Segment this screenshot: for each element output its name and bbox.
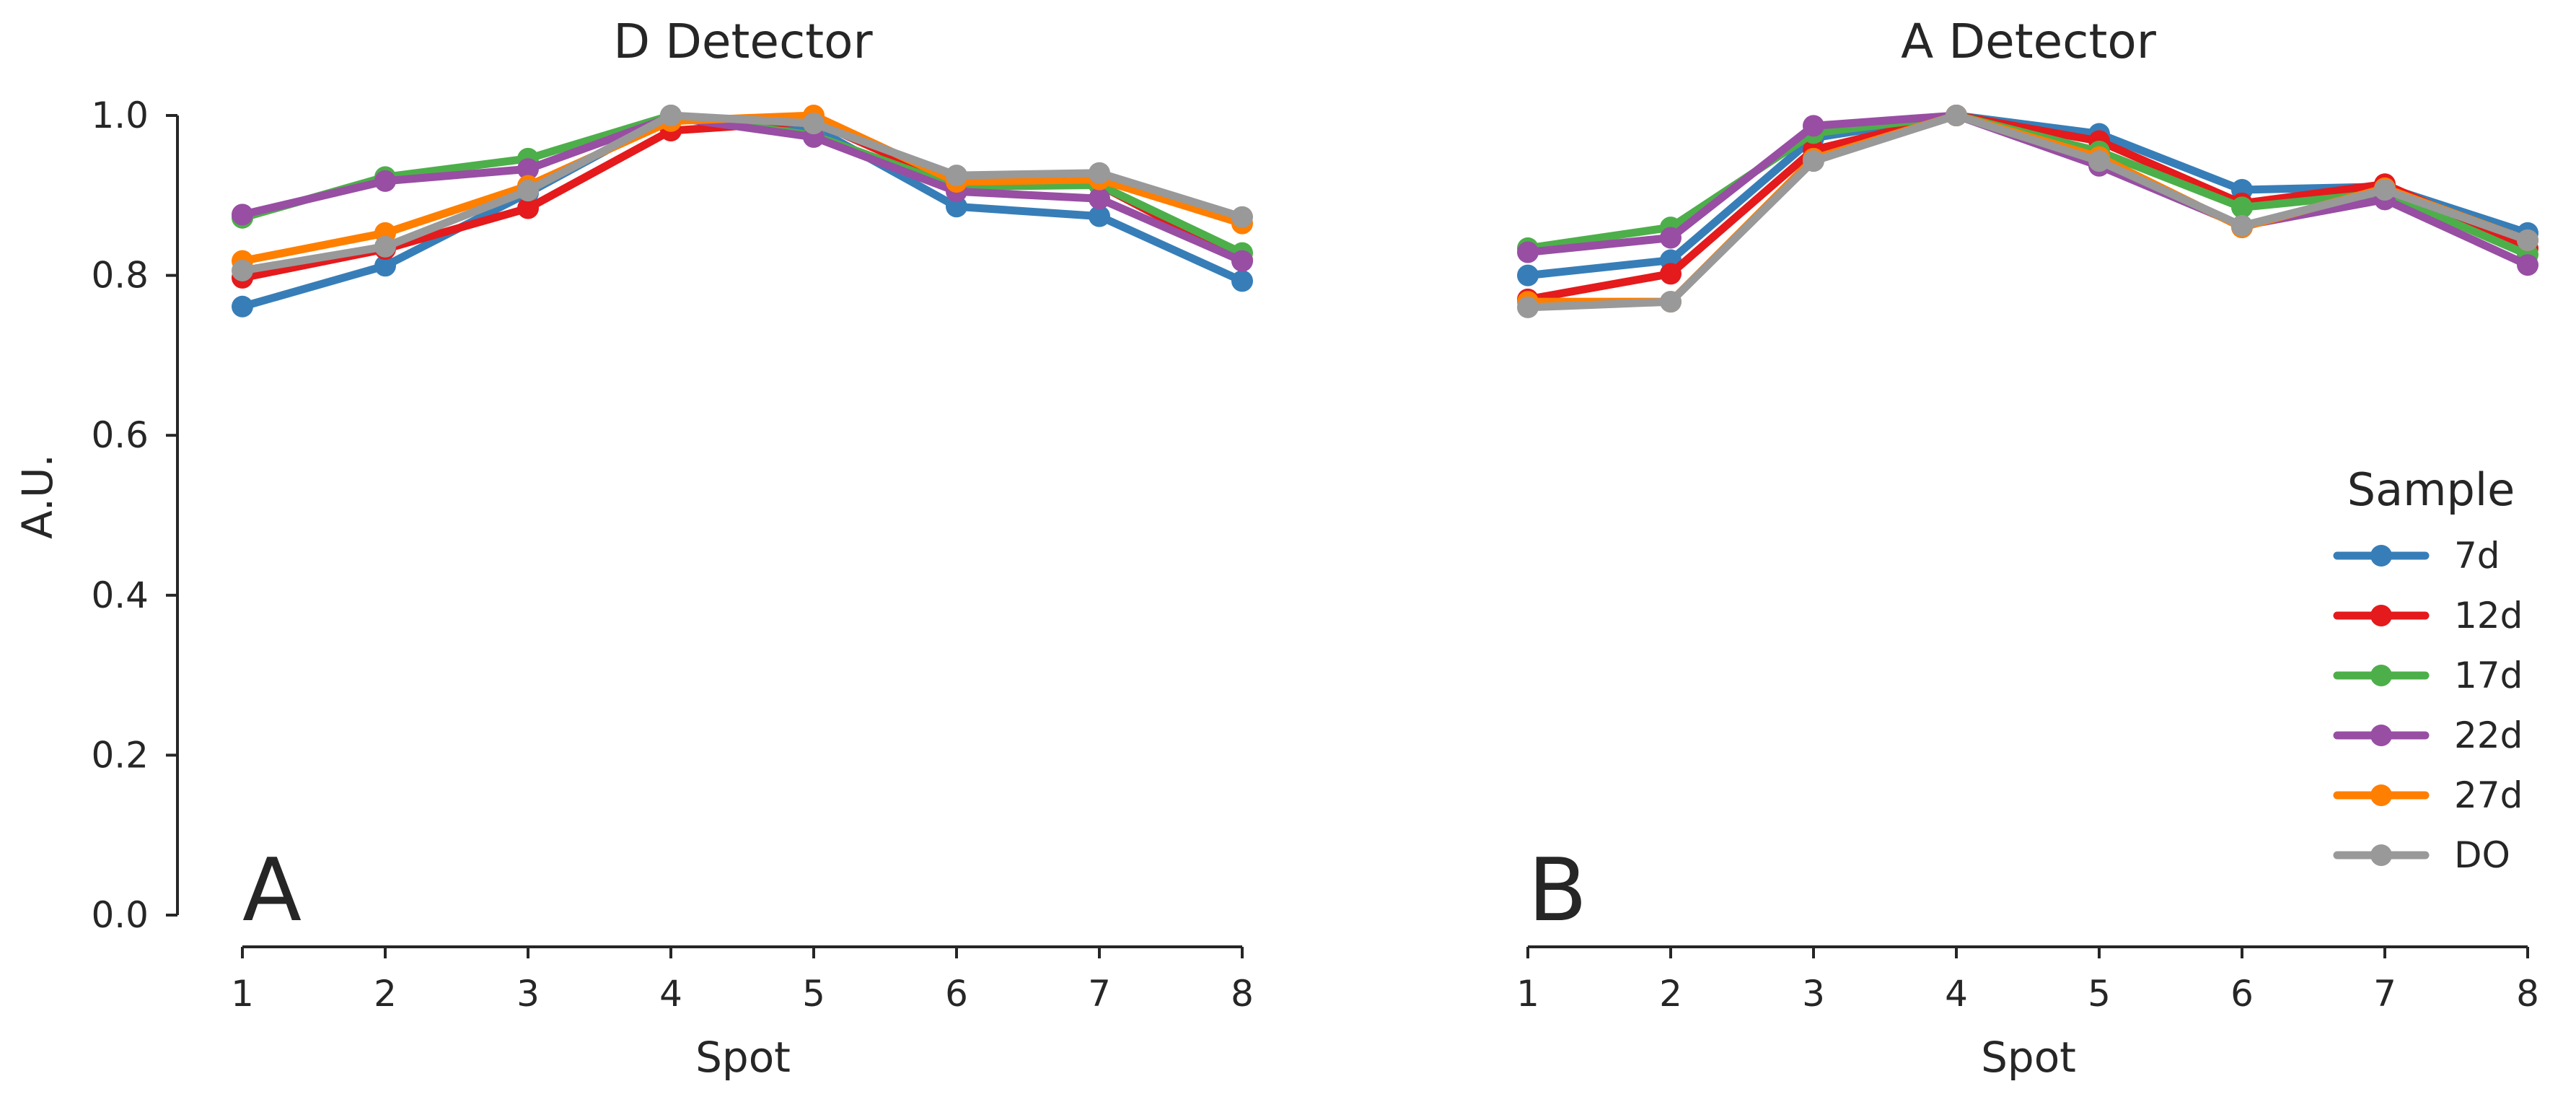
data-point-22d <box>374 170 396 192</box>
legend-item-22d: 22d <box>2333 714 2523 756</box>
x-tick-label: 8 <box>2516 973 2539 1015</box>
data-point-22d <box>1660 227 1682 249</box>
series-line-DO <box>238 111 1247 275</box>
panel-letter: A <box>242 841 302 941</box>
legend-item-DO: DO <box>2333 834 2510 876</box>
x-tick-label: 2 <box>1659 973 1682 1015</box>
y-axis-label: A.U. <box>13 454 62 539</box>
legend-label: 27d <box>2454 774 2523 816</box>
legend-item-27d: 27d <box>2333 774 2523 816</box>
y-tick-label: 0.2 <box>91 734 149 776</box>
y-tick-label: 0.0 <box>91 894 149 936</box>
data-point-7d <box>232 295 253 318</box>
x-tick-label: 6 <box>2230 973 2254 1015</box>
data-point-7d <box>1089 205 1110 227</box>
data-point-22d <box>1803 115 1824 137</box>
data-point-17d <box>2231 196 2253 219</box>
series-7d <box>232 105 1253 318</box>
axis-ticks: 1 2 3 4 5 6 7 8 <box>1516 947 2539 1015</box>
legend-swatch-marker <box>2370 605 2392 626</box>
legend-swatch-marker <box>2370 545 2392 567</box>
data-point-22d <box>1231 250 1253 272</box>
legend-label: DO <box>2454 834 2510 876</box>
legend: Sample 7d 12d 17d 22d 27d DO <box>2333 463 2523 876</box>
data-point-DO <box>1517 296 1539 318</box>
x-tick-label: 8 <box>1231 973 1254 1015</box>
data-point-DO <box>803 113 825 135</box>
x-tick-label: 3 <box>516 973 540 1015</box>
x-tick-label: 4 <box>1945 973 1968 1015</box>
legend-label: 12d <box>2454 595 2523 637</box>
legend-label: 22d <box>2454 714 2523 756</box>
x-tick-label: 2 <box>374 973 397 1015</box>
data-point-DO <box>232 259 253 281</box>
y-tick-label: 0.6 <box>91 414 149 456</box>
x-tick-label: 1 <box>231 973 254 1015</box>
legend-swatch-marker <box>2370 665 2392 686</box>
y-tick-label: 0.4 <box>91 574 149 616</box>
legend-items: 7d 12d 17d 22d 27d DO <box>2333 535 2523 876</box>
series-line-22d <box>238 113 1247 266</box>
data-point-7d <box>1231 270 1253 292</box>
data-point-7d <box>374 255 396 277</box>
panel-letter: B <box>1528 841 1587 941</box>
x-axis-label: Spot <box>1981 1033 2076 1082</box>
data-point-7d <box>946 196 967 218</box>
legend-label: 17d <box>2454 655 2523 696</box>
data-point-DO <box>2231 214 2253 237</box>
x-tick-label: 7 <box>2373 973 2396 1015</box>
data-point-DO <box>1660 291 1682 313</box>
data-point-12d <box>517 197 539 219</box>
y-tick-label: 0.8 <box>91 255 149 297</box>
data-point-22d <box>517 158 539 180</box>
data-point-DO <box>1803 150 1824 172</box>
data-point-DO <box>517 180 539 202</box>
chart-title: D Detector <box>613 14 873 69</box>
x-tick-label: 5 <box>802 973 825 1015</box>
legend-item-12d: 12d <box>2333 595 2523 637</box>
data-point-DO <box>374 235 396 258</box>
legend-item-7d: 7d <box>2333 535 2500 577</box>
legend-label: 7d <box>2454 535 2500 577</box>
panel-a-detector: A Detector Spot B 1 2 3 4 5 6 7 8 <box>1516 14 2539 1082</box>
legend-swatch-marker <box>2370 844 2392 866</box>
data-point-DO <box>660 105 682 126</box>
data-point-7d <box>1517 264 1539 287</box>
series-line-12d <box>1524 111 2532 304</box>
data-point-22d <box>2517 254 2538 276</box>
legend-item-17d: 17d <box>2333 655 2523 696</box>
series-line-DO <box>1524 111 2532 312</box>
series-group <box>232 105 1253 318</box>
x-tick-label: 7 <box>1088 973 1111 1015</box>
series-DO <box>232 105 1253 281</box>
data-point-DO <box>2517 229 2538 251</box>
y-tick-label: 1.0 <box>91 95 149 136</box>
x-tick-label: 6 <box>945 973 968 1015</box>
chart-title: A Detector <box>1901 14 2157 69</box>
legend-swatch-marker <box>2370 725 2392 746</box>
x-tick-label: 4 <box>659 973 682 1015</box>
data-point-22d <box>1517 241 1539 263</box>
x-tick-label: 5 <box>2088 973 2111 1015</box>
data-point-22d <box>1089 188 1110 210</box>
data-point-12d <box>1660 263 1682 285</box>
data-point-DO <box>1946 105 1967 126</box>
axis-ticks: 1 2 3 4 5 6 7 8 0.0 0.2 0.4 0.6 0.8 1.0 <box>91 95 1253 1015</box>
data-point-DO <box>1231 206 1253 228</box>
legend-swatch-marker <box>2370 784 2392 806</box>
series-DO <box>1517 105 2538 318</box>
x-tick-label: 1 <box>1516 973 1539 1015</box>
data-point-22d <box>232 204 253 226</box>
x-axis-label: Spot <box>695 1033 791 1082</box>
data-point-DO <box>2374 179 2396 201</box>
x-tick-label: 3 <box>1802 973 1825 1015</box>
data-point-DO <box>1089 162 1110 184</box>
data-point-DO <box>946 165 967 187</box>
data-point-DO <box>2088 150 2110 172</box>
panel-d-detector: D Detector Spot A.U. A 1 2 3 4 5 6 7 8 0.0 0.2 0.4… <box>13 14 1254 1082</box>
legend-title: Sample <box>2347 463 2515 516</box>
series-group <box>1517 105 2538 318</box>
